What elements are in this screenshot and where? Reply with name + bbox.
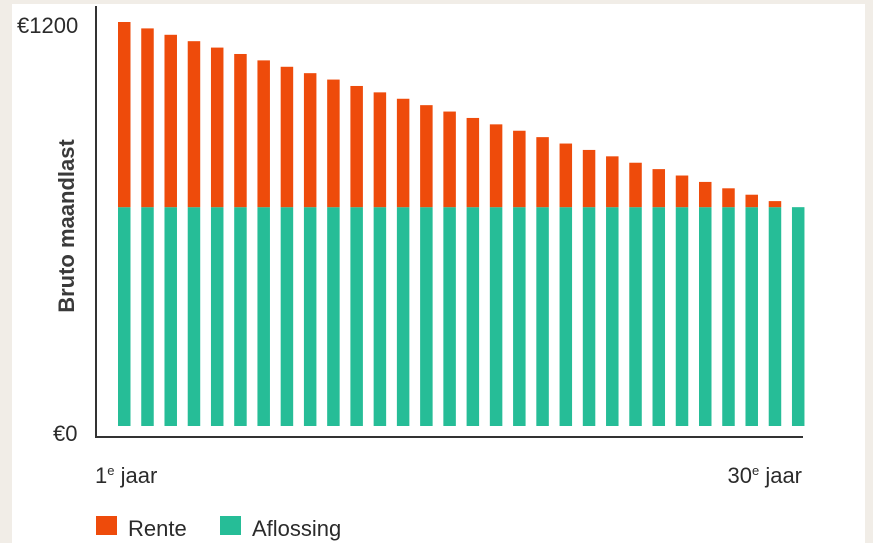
bar-rente-2 [141,28,154,208]
bar-rente-19 [536,137,549,208]
legend: Rente Aflossing [96,516,341,541]
legend-label-aflossing: Aflossing [252,516,341,541]
bar-rente-9 [303,73,317,208]
bar-aflossing-15 [443,207,456,426]
bar-aflossing-14 [420,207,433,426]
bar-rente-16 [466,117,480,208]
bar-aflossing-5 [210,207,224,426]
legend-swatch-aflossing [220,516,241,535]
bar-aflossing-2 [141,207,154,426]
bar-aflossing-24 [652,207,666,426]
bar-aflossing-20 [559,207,573,426]
bar-rente-13 [396,98,410,208]
bar-rente-15 [443,111,456,208]
bar-aflossing-21 [582,207,596,426]
bar-aflossing-6 [234,207,247,426]
bar-rente-7 [257,60,270,208]
bar-rente-25 [675,175,689,208]
bar-aflossing-1 [118,207,131,426]
bar-aflossing-25 [675,207,689,426]
bar-aflossing-23 [629,207,642,426]
bar-rente-3 [164,34,177,208]
bar-rente-18 [513,130,526,208]
bar-rente-27 [722,188,735,208]
bar-aflossing-10 [327,207,340,426]
bars-group [118,22,805,426]
x-tick-label-first: 1e jaar [95,463,157,488]
bar-aflossing-26 [699,207,712,426]
bar-rente-20 [559,143,573,208]
bar-rente-4 [187,41,201,208]
bar-aflossing-30 [791,207,805,426]
bar-aflossing-4 [187,207,201,426]
bar-rente-26 [699,181,712,208]
bar-aflossing-18 [513,207,526,426]
bar-aflossing-16 [466,207,480,426]
bar-aflossing-22 [606,207,619,426]
y-axis-title: Bruto maandlast [54,139,79,313]
bar-rente-12 [373,92,387,208]
bar-rente-1 [118,22,131,208]
bar-aflossing-19 [536,207,549,426]
bar-rente-14 [420,105,433,208]
bar-rente-17 [489,124,503,208]
bar-aflossing-29 [768,207,782,426]
bar-aflossing-27 [722,207,735,426]
bar-rente-29 [768,201,782,208]
bar-rente-8 [280,66,294,208]
bar-aflossing-17 [489,207,503,426]
bar-aflossing-11 [350,207,363,426]
y-tick-label-bottom: €0 [53,421,77,446]
bar-rente-28 [745,194,758,208]
legend-swatch-rente [96,516,117,535]
legend-label-rente: Rente [128,516,187,541]
bar-rente-24 [652,169,666,208]
bar-aflossing-13 [396,207,410,426]
bar-aflossing-8 [280,207,294,426]
bar-aflossing-3 [164,207,177,426]
bar-aflossing-7 [257,207,270,426]
bar-rente-23 [629,162,642,208]
bar-rente-5 [210,47,224,208]
bar-aflossing-12 [373,207,387,426]
bar-rente-21 [582,149,596,208]
bar-aflossing-28 [745,207,758,426]
chart-card: €1200 €0 Bruto maandlast 1e jaar 30e jaa… [12,4,865,543]
bar-rente-10 [327,79,340,208]
y-tick-label-top: €1200 [17,13,78,38]
x-tick-label-last: 30e jaar [727,463,802,488]
bar-rente-22 [606,156,619,208]
bar-aflossing-9 [303,207,317,426]
bar-rente-11 [350,85,363,208]
bar-rente-6 [234,53,247,208]
